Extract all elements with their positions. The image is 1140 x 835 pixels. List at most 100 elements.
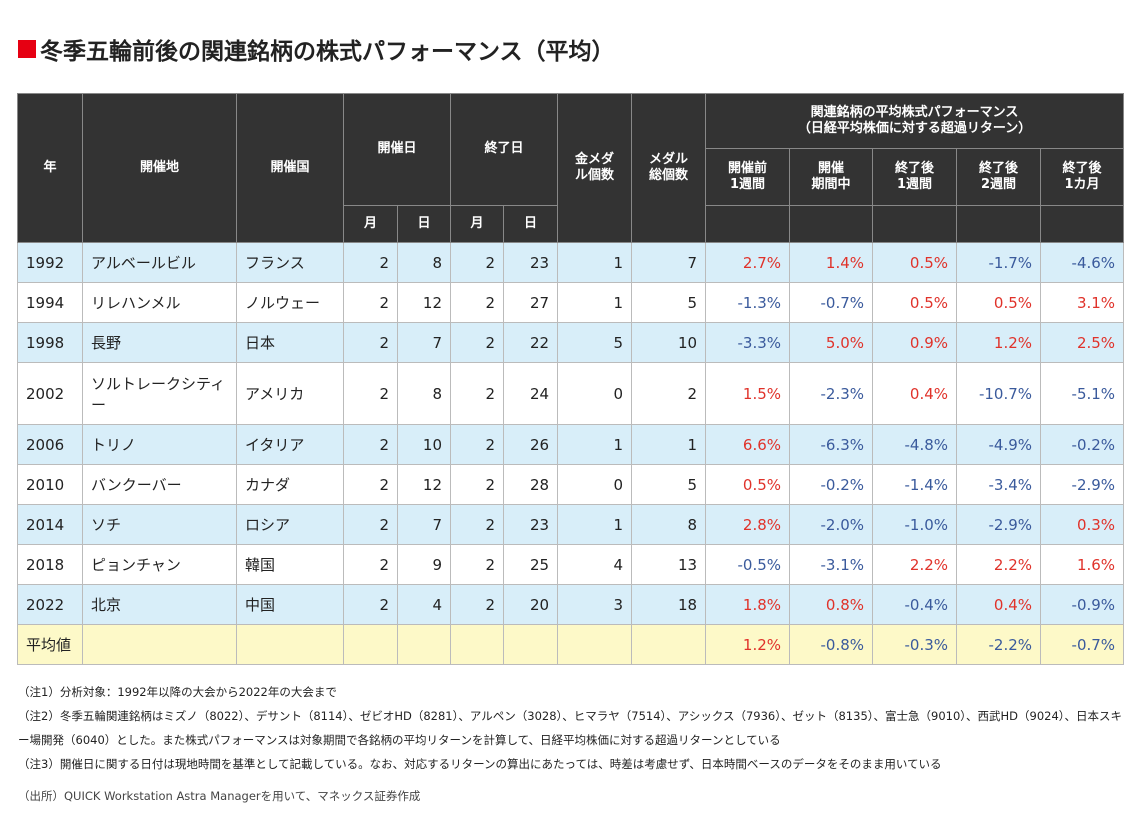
header-end-month: 月 [450, 205, 505, 243]
header-blank [956, 205, 1042, 243]
perf-cell: 0.5% [872, 242, 958, 283]
total-cell: 5 [631, 282, 707, 323]
header-year: 年 [17, 93, 83, 243]
empty-cell [450, 624, 505, 665]
average-perf-cell: -2.2% [956, 624, 1042, 665]
header-perf-0: 開催前 1週間 [705, 148, 791, 206]
perf-cell: 2.8% [705, 504, 791, 545]
average-perf-cell: -0.3% [872, 624, 958, 665]
average-row: 平均値 1.2% -0.8% -0.3% -2.2% -0.7% [17, 624, 1125, 665]
sd-cell: 12 [396, 464, 452, 505]
header-perf-4: 終了後 1カ月 [1040, 148, 1125, 206]
table-row: 2022 北京 中国 2 4 2 20 3 18 1.8% 0.8% -0.4% 0.4% -0.9% [17, 584, 1125, 625]
perf-cell: -2.0% [789, 504, 874, 545]
country-cell: 日本 [236, 322, 344, 363]
gold-cell: 1 [557, 424, 633, 465]
total-cell: 7 [631, 242, 707, 283]
perf-cell: 0.5% [705, 464, 791, 505]
year-cell: 1998 [17, 322, 83, 363]
header-end-day: 日 [503, 205, 559, 243]
empty-cell [396, 624, 452, 665]
gold-cell: 4 [557, 544, 633, 585]
header-blank [872, 205, 958, 243]
gold-cell: 1 [557, 282, 633, 323]
perf-cell: -0.7% [789, 282, 874, 323]
sd-cell: 7 [396, 504, 452, 545]
header-country: 開催国 [236, 93, 344, 243]
em-cell: 2 [450, 504, 505, 545]
notes: （注1）分析対象：1992年以降の大会から2022年の大会まで （注2）冬季五輪… [18, 680, 1128, 808]
perf-cell: -0.5% [705, 544, 791, 585]
gold-cell: 3 [557, 584, 633, 625]
perf-cell: 1.2% [956, 322, 1042, 363]
header-perf-1: 開催 期間中 [789, 148, 874, 206]
table-row: 1992 アルベールビル フランス 2 8 2 23 1 7 2.7% 1.4% 0.5% -1.7% -… [17, 242, 1125, 283]
perf-cell: 2.5% [1040, 322, 1125, 363]
page-title: 冬季五輪前後の関連銘柄の株式パフォーマンス（平均） [18, 32, 615, 66]
header-blank [1040, 205, 1125, 243]
perf-cell: 1.4% [789, 242, 874, 283]
em-cell: 2 [450, 242, 505, 283]
sd-cell: 9 [396, 544, 452, 585]
header-gold-text: 金メダル個数 [575, 151, 615, 183]
perf-cell: -1.3% [705, 282, 791, 323]
perf-cell: 2.2% [956, 544, 1042, 585]
sm-cell: 2 [343, 464, 398, 505]
total-cell: 1 [631, 424, 707, 465]
sd-cell: 8 [396, 362, 452, 425]
perf-cell: -3.3% [705, 322, 791, 363]
title-marker-icon [18, 40, 36, 58]
perf-cell: 1.5% [705, 362, 791, 425]
sd-cell: 12 [396, 282, 452, 323]
total-cell: 10 [631, 322, 707, 363]
empty-cell [503, 624, 559, 665]
perf-cell: -0.2% [789, 464, 874, 505]
perf-cell: -1.0% [872, 504, 958, 545]
venue-cell: リレハンメル [82, 282, 237, 323]
perf-cell: -0.9% [1040, 584, 1125, 625]
empty-cell [236, 624, 344, 665]
perf-cell: -0.4% [872, 584, 958, 625]
venue-cell: バンクーバー [82, 464, 237, 505]
gold-cell: 0 [557, 362, 633, 425]
header-total: メダル総個数 [631, 93, 707, 243]
gold-cell: 1 [557, 504, 633, 545]
ed-cell: 20 [503, 584, 559, 625]
ed-cell: 28 [503, 464, 559, 505]
empty-cell [557, 624, 633, 665]
sm-cell: 2 [343, 322, 398, 363]
year-cell: 2014 [17, 504, 83, 545]
total-cell: 13 [631, 544, 707, 585]
ed-cell: 25 [503, 544, 559, 585]
sm-cell: 2 [343, 282, 398, 323]
country-cell: 中国 [236, 584, 344, 625]
sd-cell: 7 [396, 322, 452, 363]
country-cell: ノルウェー [236, 282, 344, 323]
performance-table: 年 開催地 開催国 開催日 終了日 金メダル個数 メダル総個数 関連銘柄の平均株… [17, 93, 1125, 665]
perf-cell: -4.9% [956, 424, 1042, 465]
year-cell: 2018 [17, 544, 83, 585]
total-cell: 5 [631, 464, 707, 505]
table-row: 2006 トリノ イタリア 2 10 2 26 1 1 6.6% -6.3% -4.8% -4.9% -0… [17, 424, 1125, 465]
perf-cell: 0.4% [956, 584, 1042, 625]
year-cell: 2022 [17, 584, 83, 625]
venue-cell: ソチ [82, 504, 237, 545]
country-cell: フランス [236, 242, 344, 283]
perf-cell: -5.1% [1040, 362, 1125, 425]
table-row: 2018 ピョンチャン 韓国 2 9 2 25 4 13 -0.5% -3.1% 2.2% 2.2% 1.… [17, 544, 1125, 585]
empty-cell [343, 624, 398, 665]
perf-cell: -1.4% [872, 464, 958, 505]
total-cell: 2 [631, 362, 707, 425]
venue-cell: ソルトレークシティー [82, 362, 237, 425]
year-cell: 2002 [17, 362, 83, 425]
perf-cell: -3.4% [956, 464, 1042, 505]
sd-cell: 10 [396, 424, 452, 465]
perf-cell: 5.0% [789, 322, 874, 363]
header-end: 終了日 [450, 93, 559, 206]
perf-cell: -0.2% [1040, 424, 1125, 465]
source-note: （出所）QUICK Workstation Astra Managerを用いて、… [18, 789, 421, 803]
sd-cell: 8 [396, 242, 452, 283]
sm-cell: 2 [343, 362, 398, 425]
country-cell: カナダ [236, 464, 344, 505]
perf-cell: -10.7% [956, 362, 1042, 425]
